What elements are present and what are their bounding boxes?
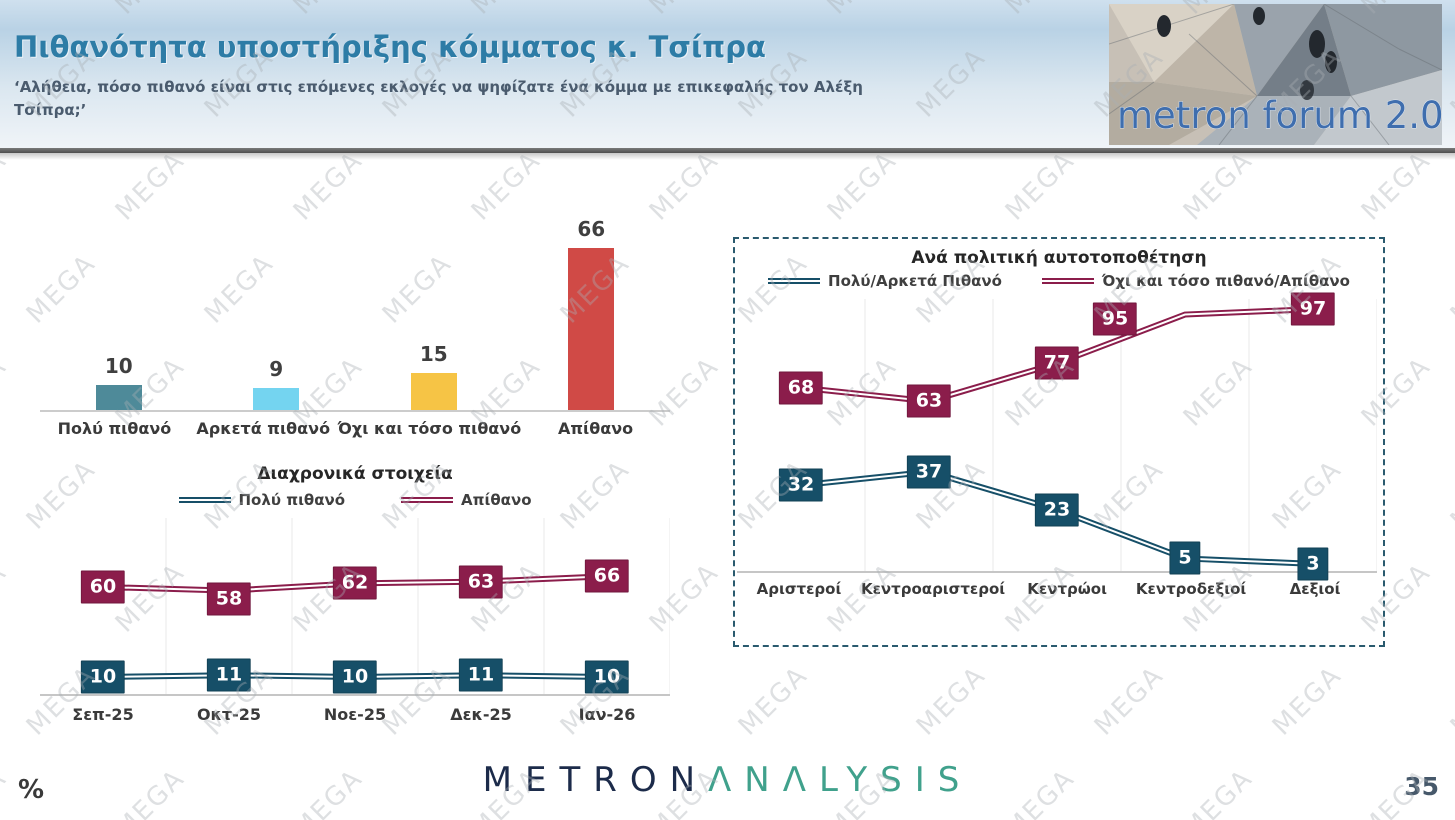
- legend-item: Όχι και τόσο πιθανό/Απίθανο: [1041, 272, 1350, 290]
- bar-slot: 66: [513, 217, 671, 410]
- metron-forum-logo-image: metron forum 2.0: [1108, 3, 1444, 146]
- data-point-label: 77: [1034, 346, 1080, 380]
- legend-item: Πολύ πιθανό: [178, 491, 346, 509]
- x-axis-label: Δεξιοί: [1289, 580, 1341, 598]
- x-axis-label: Νοε-25: [323, 705, 387, 724]
- header-separator-bar: [0, 148, 1455, 153]
- metron-forum-logo: metron forum 2.0: [1108, 3, 1444, 146]
- legend-label: Πολύ/Αρκετά Πιθανό: [828, 272, 1002, 290]
- metron-forum-logo-text: metron forum 2.0: [1117, 94, 1442, 137]
- data-point-label: 68: [778, 371, 824, 405]
- mega-watermark: MEGA: [1444, 248, 1455, 330]
- legend-label: Απίθανο: [461, 491, 532, 509]
- political-chart-x-axis: Αριστεροί Κεντροαριστεροί Κεντρώοι Κεντροδε…: [737, 580, 1377, 598]
- bar: [95, 385, 142, 410]
- bar: [568, 247, 615, 410]
- page-subtitle-line2: Τσίπρα;’: [14, 101, 87, 120]
- legend-line-swatch: [1041, 278, 1094, 284]
- bar-category-label: Όχι και τόσο πιθανό: [337, 419, 522, 438]
- data-point-label: 63: [906, 384, 952, 418]
- data-point-label: 62: [332, 566, 378, 600]
- x-axis-label: Ιαν-26: [578, 705, 636, 724]
- support-bar-chart: 10 9 15 66 Πολύ πιθανό Αρκετά πιθανό Όχι και …: [40, 202, 670, 438]
- x-axis-label: Σεπ-25: [72, 705, 134, 724]
- political-chart-legend: Πολύ/Αρκετά Πιθανό Όχι και τόσο πιθανό/Απ…: [735, 272, 1383, 290]
- legend-line-swatch: [401, 497, 454, 503]
- political-chart-title: Ανά πολιτική αυτοτοποθέτηση: [911, 248, 1207, 268]
- x-axis-label: Κεντροαριστεροί: [860, 580, 1006, 598]
- page-title: Πιθανότητα υποστήριξης κόμματος κ. Τσίπρ…: [14, 30, 766, 64]
- mega-watermark: MEGA: [910, 660, 992, 742]
- mega-watermark: MEGA: [1444, 660, 1455, 742]
- data-point-label: 10: [80, 660, 126, 694]
- data-point-label: 37: [906, 455, 952, 489]
- brand-metron-text: METRON: [482, 760, 709, 800]
- bar-value-label: 10: [104, 354, 133, 379]
- data-point-label: 66: [584, 559, 630, 593]
- data-point-label: 23: [1034, 493, 1080, 527]
- data-point-label: 3: [1297, 547, 1329, 581]
- bar-category-label: Απίθανο: [558, 419, 634, 438]
- x-axis-label: Αριστεροί: [756, 580, 842, 598]
- trend-chart-legend: Πολύ πιθανό Απίθανο: [40, 491, 670, 509]
- bar-category-label: Αρκετά πιθανό: [196, 419, 331, 438]
- political-chart-plot: 32 37 23 5 3 68 63 77 95 97: [737, 291, 1377, 581]
- legend-line-swatch: [768, 278, 821, 284]
- page-subtitle: ‘Αλήθεια, πόσο πιθανό είναι στις επόμενε…: [14, 76, 863, 123]
- legend-label: Όχι και τόσο πιθανό/Απίθανο: [1101, 272, 1350, 290]
- data-point-label: 11: [206, 658, 252, 692]
- percent-unit-label: %: [18, 775, 45, 805]
- page-number: 35: [1404, 772, 1439, 801]
- brand-analysis-text: ΛNΛLYSIS: [708, 760, 973, 800]
- x-axis-label: Κεντροδεξιοί: [1135, 580, 1247, 598]
- bar-slot: 15: [355, 342, 513, 410]
- x-axis-label: Οκτ-25: [196, 705, 262, 724]
- bar: [253, 387, 300, 410]
- header-banner: Πιθανότητα υποστήριξης κόμματος κ. Τσίπρ…: [0, 0, 1455, 148]
- trend-chart-title: Διαχρονικά στοιχεία: [257, 464, 453, 484]
- mega-watermark: MEGA: [0, 557, 13, 639]
- legend-label: Πολύ πιθανό: [238, 491, 346, 509]
- mega-watermark: MEGA: [1266, 660, 1348, 742]
- data-point-label: 95: [1092, 302, 1138, 336]
- data-point-label: 11: [458, 658, 504, 692]
- header-separator-shadow: [0, 153, 1455, 160]
- x-axis-label: Κεντρώοι: [1027, 580, 1107, 598]
- trend-chart-plot: 10 11 10 11 10 60 58 62 63 66: [40, 514, 670, 696]
- political-selfplacement-panel: Ανά πολιτική αυτοτοποθέτηση Πολύ/Αρκετά …: [733, 237, 1385, 647]
- bar-category-label: Πολύ πιθανό: [57, 419, 172, 438]
- metron-analysis-logo: METRONΛNΛLYSIS: [0, 760, 1455, 800]
- bar-slot: 9: [198, 357, 356, 410]
- legend-item: Πολύ/Αρκετά Πιθανό: [768, 272, 1002, 290]
- support-bar-plot: 10 9 15 66: [40, 202, 670, 412]
- data-point-label: 32: [778, 468, 824, 502]
- data-point-label: 58: [206, 582, 252, 616]
- data-point-label: 63: [458, 565, 504, 599]
- line-chart-canvas: [737, 299, 1377, 573]
- bar-value-label: 15: [419, 342, 448, 367]
- mega-watermark: MEGA: [732, 660, 814, 742]
- logo-figures: [1157, 7, 1337, 100]
- bar-value-label: 9: [269, 356, 284, 381]
- mega-watermark: MEGA: [1088, 660, 1170, 742]
- bar-value-label: 66: [577, 216, 606, 241]
- data-point-label: 97: [1290, 292, 1336, 326]
- data-point-label: 60: [80, 570, 126, 604]
- data-point-label: 10: [584, 660, 630, 694]
- bar-slot: 10: [40, 354, 198, 410]
- page-subtitle-line1: ‘Αλήθεια, πόσο πιθανό είναι στις επόμενε…: [14, 78, 863, 96]
- support-bar-category-labels: Πολύ πιθανό Αρκετά πιθανό Όχι και τόσο πιθ…: [40, 419, 670, 438]
- data-point-label: 5: [1169, 541, 1201, 575]
- mega-watermark: MEGA: [1444, 454, 1455, 536]
- mega-watermark: MEGA: [0, 351, 13, 433]
- data-point-label: 10: [332, 660, 378, 694]
- trend-line-chart: Διαχρονικά στοιχεία Πολύ πιθανό Απίθανο 1…: [40, 464, 670, 724]
- trend-chart-x-axis: Σεπ-25 Οκτ-25 Νοε-25 Δεκ-25 Ιαν-26: [40, 705, 670, 724]
- legend-item: Απίθανο: [401, 491, 532, 509]
- x-axis-label: Δεκ-25: [450, 705, 512, 724]
- legend-line-swatch: [178, 497, 231, 503]
- bar: [410, 373, 457, 410]
